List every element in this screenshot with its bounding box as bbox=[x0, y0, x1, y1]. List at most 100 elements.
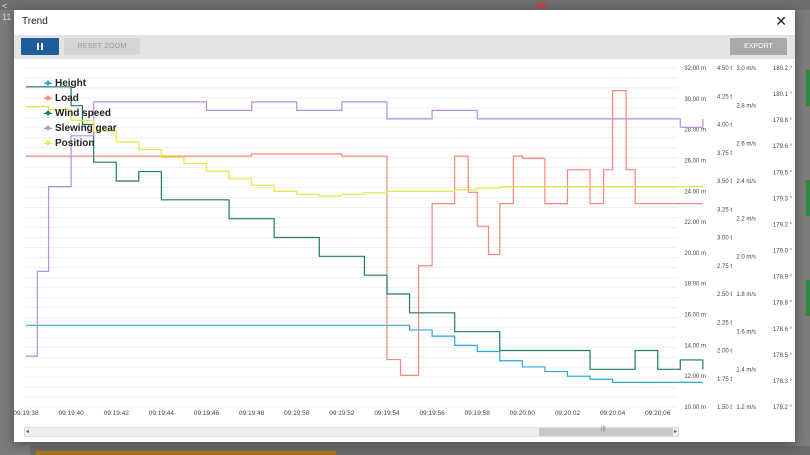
y-tick-label: 3.00 t bbox=[717, 236, 732, 242]
legend-item[interactable]: Position bbox=[44, 136, 117, 151]
y-tick-label: 179.3 ° bbox=[773, 196, 793, 202]
legend-item[interactable]: Height bbox=[44, 76, 117, 91]
y-tick-label: 22.00 m bbox=[684, 220, 706, 226]
y-tick-label: 2.75 t bbox=[717, 264, 732, 270]
legend-marker bbox=[44, 80, 52, 86]
y-tick-label: 178.3 ° bbox=[773, 379, 793, 385]
x-tick-label: 09:20:02 bbox=[555, 410, 581, 417]
background-status-3 bbox=[806, 280, 810, 316]
y-tick-label: 1.4 m/s bbox=[736, 367, 756, 373]
legend-label: Height bbox=[55, 78, 87, 89]
y-tick-label: 28.00 m bbox=[684, 128, 706, 134]
y-tick-label: 1.8 m/s bbox=[736, 292, 756, 298]
y-tick-label: 180.2 ° bbox=[773, 66, 793, 72]
y-tick-label: 3.50 t bbox=[717, 179, 732, 185]
dialog-title: Trend bbox=[22, 16, 48, 27]
background-status-2 bbox=[806, 180, 810, 216]
legend-marker bbox=[44, 110, 52, 116]
y-tick-label: 32.00 m bbox=[684, 66, 706, 72]
y-tick-label: 4.25 t bbox=[717, 94, 732, 100]
y-tick-label: 1.6 m/s bbox=[736, 330, 756, 336]
y-tick-label: 2.00 t bbox=[717, 349, 732, 355]
y-tick-label: 179.8 ° bbox=[773, 118, 793, 124]
scroll-left-icon[interactable]: ◂ bbox=[26, 429, 30, 435]
x-tick-label: 09:20:04 bbox=[600, 410, 626, 417]
y-tick-label: 2.50 t bbox=[717, 292, 732, 298]
y-tick-label: 2.0 m/s bbox=[736, 254, 756, 260]
y-tick-label: 3.75 t bbox=[717, 151, 732, 157]
y-tick-label: 2.6 m/s bbox=[736, 141, 756, 147]
close-icon[interactable]: ✕ bbox=[775, 13, 787, 29]
y-tick-label: 16.00 m bbox=[684, 313, 706, 319]
trend-dialog: Trend ✕ RESET ZOOM EXPORT 09:19:38 09:19:… bbox=[14, 10, 795, 442]
x-tick-label: 09:20:06 bbox=[645, 410, 671, 417]
y-tick-label: 178.6 ° bbox=[773, 327, 793, 333]
series-line bbox=[26, 86, 704, 370]
y-tick-label: 1.75 t bbox=[717, 377, 732, 383]
trend-chart[interactable]: 09:19:38 09:19:40 09:19:42 09:19:44 09:19:46… bbox=[14, 10, 795, 442]
scroll-thumb[interactable]: ||| bbox=[539, 426, 673, 436]
background-top-text: 11 bbox=[2, 12, 12, 22]
series-line bbox=[26, 324, 703, 383]
y-tick-label: 179.6 ° bbox=[773, 144, 793, 150]
series-line bbox=[26, 105, 703, 197]
pause-button[interactable] bbox=[21, 38, 59, 55]
y-tick-label: 178.5 ° bbox=[773, 353, 793, 359]
y-tick-label: 2.25 t bbox=[717, 320, 732, 326]
y-tick-label: 179.2 ° bbox=[773, 222, 793, 228]
legend-label: Position bbox=[55, 138, 95, 149]
x-tick-label: 09:19:58 bbox=[465, 410, 491, 417]
y-tick-label: 179.5 ° bbox=[773, 170, 793, 176]
y-tick-label: 4.50 t bbox=[717, 66, 732, 72]
series-line bbox=[26, 90, 703, 376]
y-tick-label: 3.0 m/s bbox=[736, 66, 756, 72]
y-tick-label: 2.8 m/s bbox=[736, 104, 756, 110]
x-tick-label: 09:19:38 bbox=[14, 410, 39, 417]
x-tick-label: 09:19:40 bbox=[58, 410, 84, 417]
x-tick-label: 09:19:56 bbox=[419, 410, 445, 417]
x-tick-label: 09:19:46 bbox=[194, 410, 220, 417]
y-tick-label: 178.8 ° bbox=[773, 301, 793, 307]
x-tick-label: 09:19:54 bbox=[374, 410, 400, 417]
y-tick-label: 30.00 m bbox=[684, 97, 706, 103]
pause-icon bbox=[37, 43, 39, 50]
legend-item[interactable]: Wind speed bbox=[44, 106, 117, 121]
y-tick-label: 4.00 t bbox=[717, 123, 732, 129]
y-tick-label: 24.00 m bbox=[684, 189, 706, 195]
x-tick-label: 09:19:50 bbox=[284, 410, 310, 417]
y-tick-label: 178.2 ° bbox=[773, 405, 793, 411]
legend-label: Wind speed bbox=[55, 108, 112, 119]
background-status-1 bbox=[806, 70, 810, 106]
y-tick-label: 1.50 t bbox=[717, 405, 732, 411]
export-button[interactable]: EXPORT bbox=[730, 38, 787, 55]
legend-marker bbox=[44, 95, 52, 101]
y-tick-label: 178.9 ° bbox=[773, 275, 793, 281]
chart-scrollbar[interactable]: ◂ ||| ▸ bbox=[24, 426, 679, 437]
y-tick-label: 10.00 m bbox=[684, 405, 706, 411]
y-tick-label: 12.00 m bbox=[684, 374, 706, 380]
y-tick-label: 180.1 ° bbox=[773, 92, 793, 98]
x-tick-label: 09:19:52 bbox=[329, 410, 355, 417]
y-tick-label: 26.00 m bbox=[684, 158, 706, 164]
series-line bbox=[26, 101, 704, 357]
y-tick-label: 1.2 m/s bbox=[736, 405, 756, 411]
y-tick-label: 2.4 m/s bbox=[736, 179, 756, 185]
y-tick-label: 179.0 ° bbox=[773, 249, 793, 255]
background-orange-bar bbox=[36, 451, 336, 455]
background-left-text: < bbox=[2, 1, 8, 11]
legend-marker bbox=[44, 125, 52, 131]
legend-label: Slewing gear bbox=[55, 123, 117, 134]
legend-marker bbox=[44, 140, 52, 146]
pause-icon-bar bbox=[41, 43, 43, 50]
x-tick-label: 09:20:00 bbox=[510, 410, 536, 417]
background-alert bbox=[535, 3, 547, 8]
chart-legend: Height Load Wind speed Slewing gear Position bbox=[44, 76, 117, 151]
legend-item[interactable]: Slewing gear bbox=[44, 121, 117, 136]
legend-item[interactable]: Load bbox=[44, 91, 117, 106]
x-tick-label: 09:19:44 bbox=[149, 410, 175, 417]
y-tick-label: 18.00 m bbox=[684, 282, 706, 288]
scroll-right-icon[interactable]: ▸ bbox=[673, 429, 677, 435]
x-tick-label: 09:19:48 bbox=[239, 410, 265, 417]
reset-zoom-button[interactable]: RESET ZOOM bbox=[64, 38, 140, 55]
x-tick-label: 09:19:42 bbox=[104, 410, 130, 417]
